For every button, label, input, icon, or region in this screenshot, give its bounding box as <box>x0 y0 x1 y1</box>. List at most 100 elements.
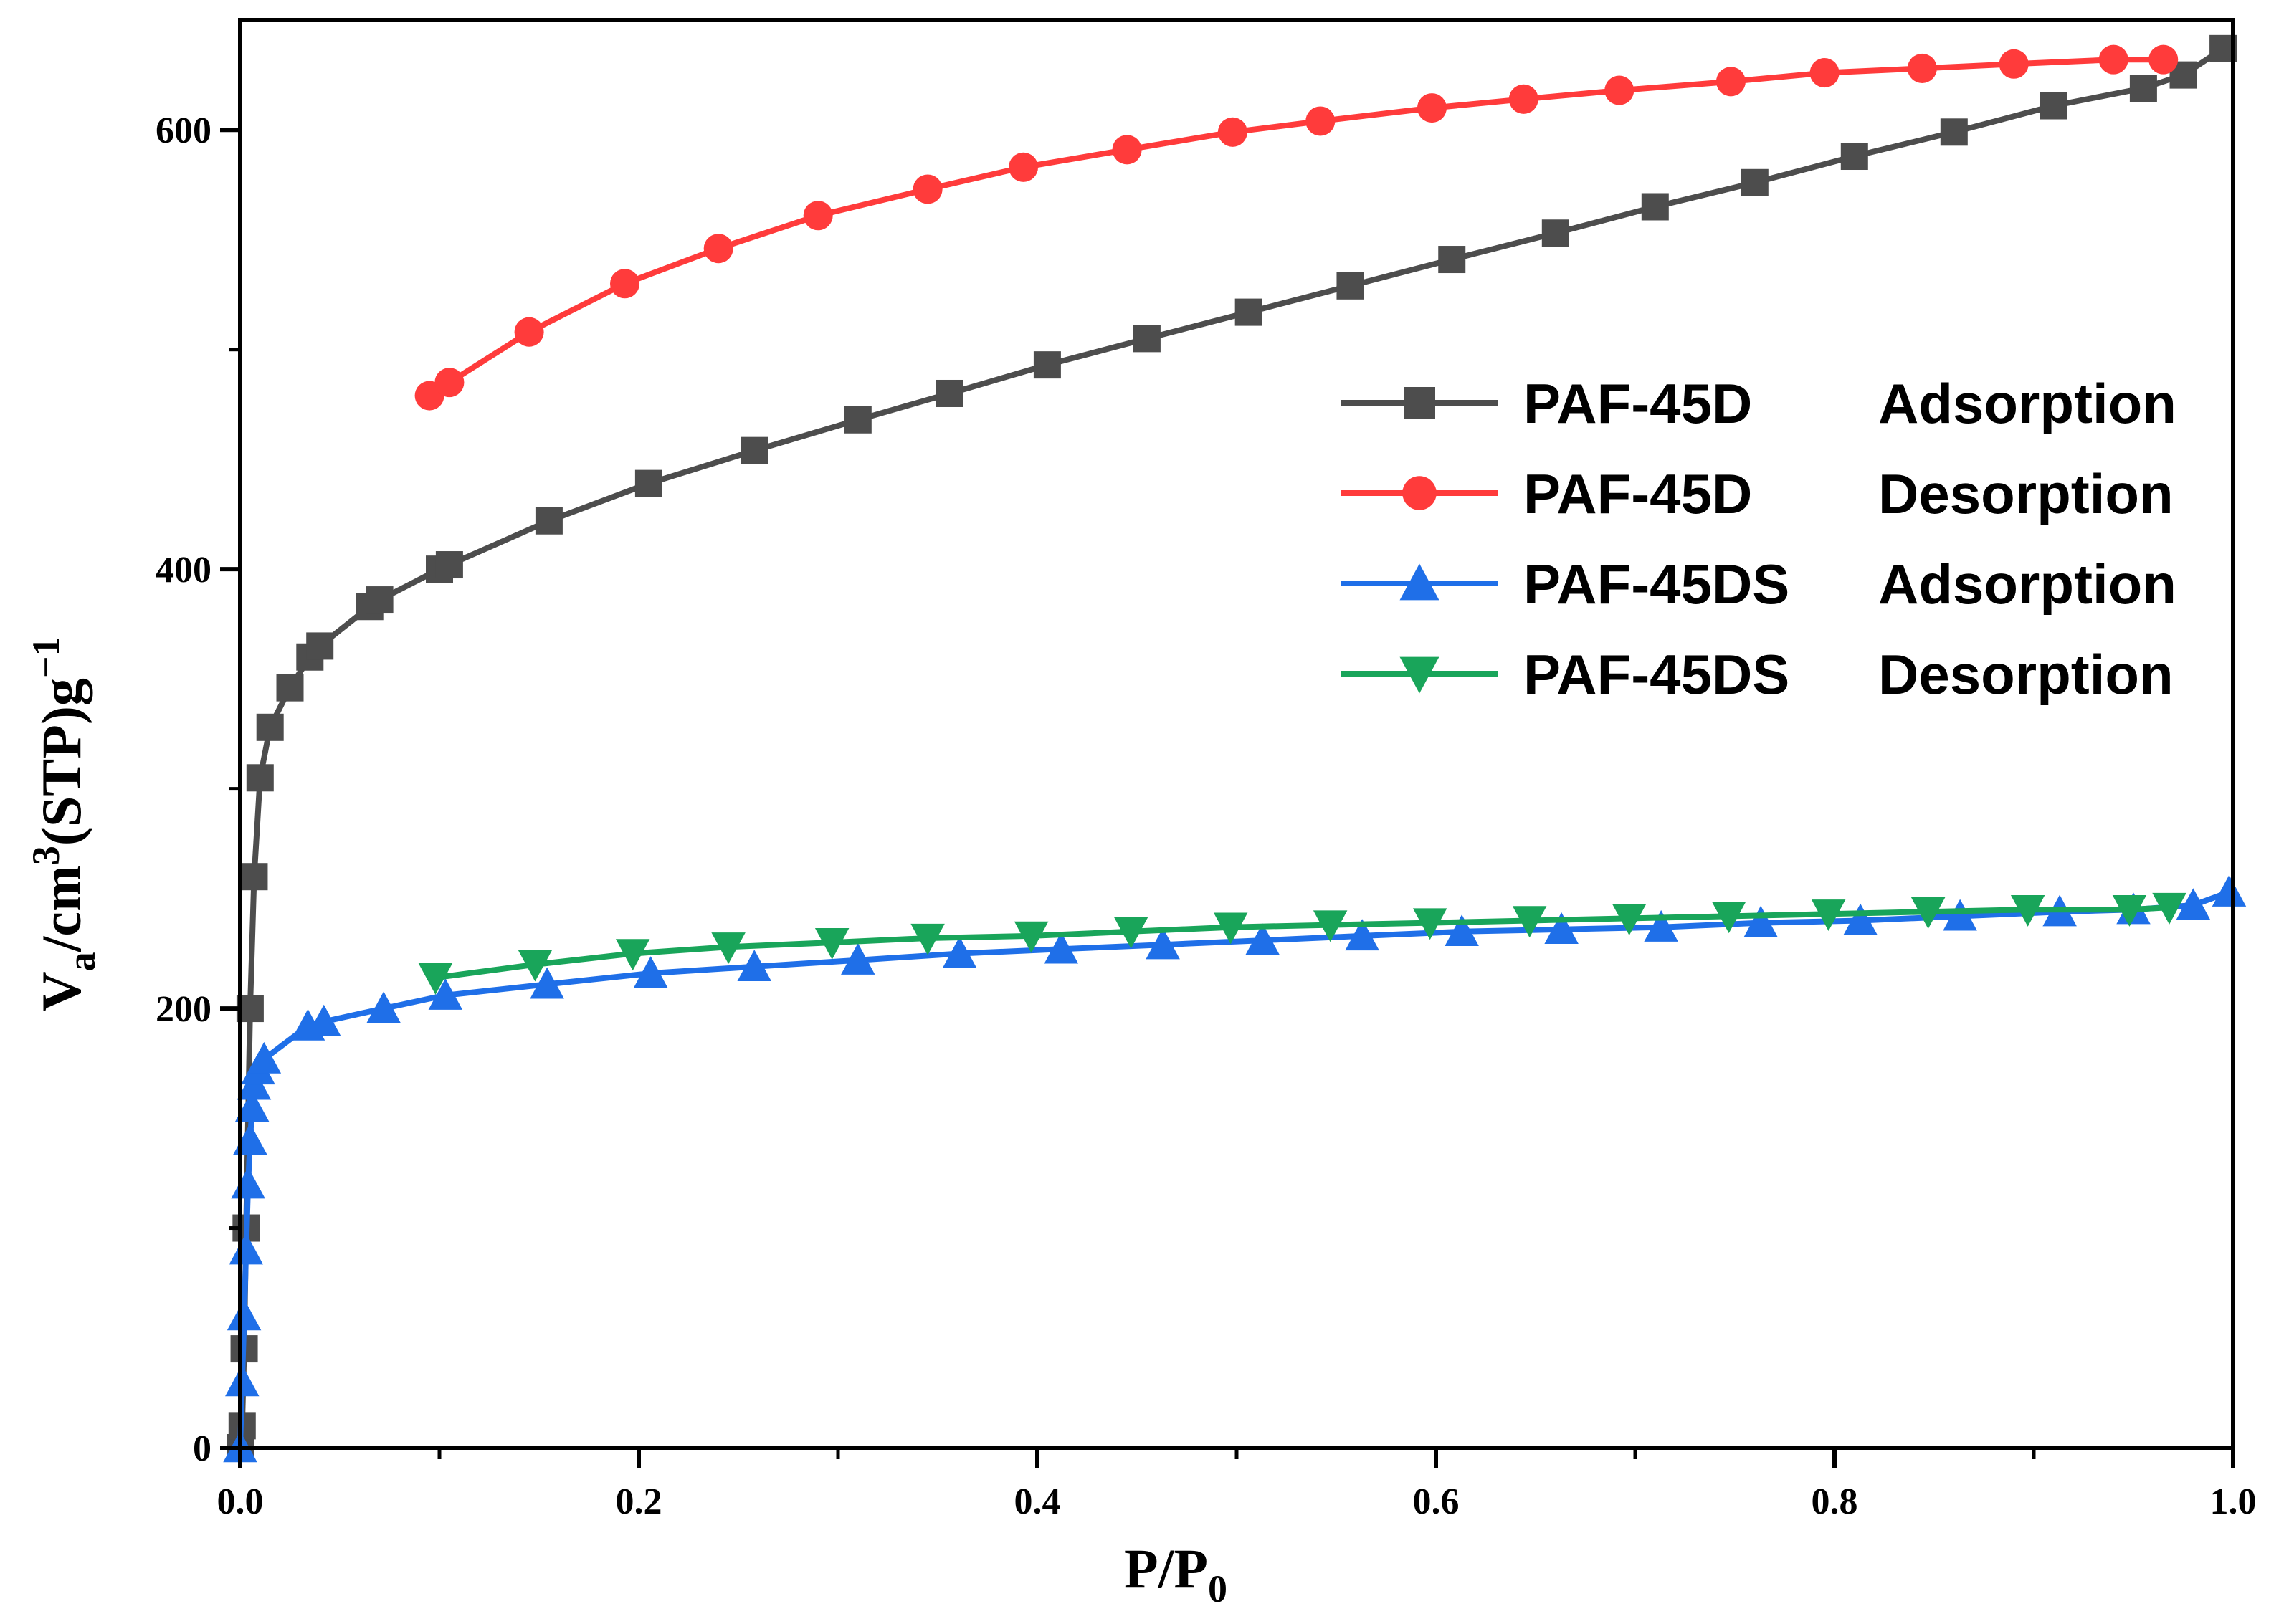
data-point-paf-45d-desorption <box>1604 75 1634 105</box>
data-point-paf-45ds-desorption <box>1113 917 1148 949</box>
data-point-paf-45ds-desorption <box>2112 894 2147 927</box>
data-point-paf-45d-adsorption <box>1033 351 1061 379</box>
data-point-paf-45ds-adsorption <box>1345 919 1379 951</box>
data-point-paf-45d-adsorption <box>1336 272 1364 300</box>
data-point-paf-45ds-adsorption <box>1445 914 1479 947</box>
data-point-paf-45d-adsorption <box>741 436 768 464</box>
y-axis-title-v-sub: a <box>60 952 103 971</box>
legend-series-mode: Desorption <box>1878 643 2174 706</box>
data-point-paf-45ds-desorption <box>711 932 746 965</box>
data-point-paf-45ds-adsorption <box>2176 888 2211 920</box>
data-point-paf-45ds-adsorption <box>633 956 668 988</box>
legend-series-name: PAF-45DS <box>1523 553 1789 616</box>
data-point-paf-45ds-adsorption <box>234 1090 270 1122</box>
data-point-paf-45d-desorption <box>514 317 544 347</box>
data-point-paf-45d-adsorption <box>634 469 662 497</box>
legend-series-name: PAF-45D <box>1523 462 1752 525</box>
data-point-paf-45d-adsorption <box>2129 75 2157 102</box>
y-tick-label: 600 <box>156 110 211 151</box>
legend-series-mode: Desorption <box>1878 462 2174 525</box>
data-point-paf-45ds-adsorption <box>227 1299 262 1331</box>
data-point-paf-45ds-adsorption <box>737 950 771 982</box>
data-point-paf-45ds-adsorption <box>229 1233 264 1265</box>
data-point-paf-45ds-adsorption <box>841 942 875 975</box>
series-paf-45ds-desorption <box>418 892 2186 995</box>
legend-marker <box>1404 387 1435 419</box>
y-tick-label: 400 <box>156 550 211 591</box>
data-point-paf-45ds-desorption <box>1612 904 1647 936</box>
data-point-paf-45ds-adsorption <box>366 991 401 1023</box>
data-point-paf-45d-adsorption <box>256 713 284 741</box>
data-point-paf-45ds-adsorption <box>1743 905 1778 937</box>
data-point-paf-45ds-desorption <box>814 927 850 960</box>
data-point-paf-45d-adsorption <box>936 379 963 407</box>
data-point-paf-45ds-adsorption <box>2212 874 2247 907</box>
legend-series-mode: Adsorption <box>1878 372 2176 435</box>
data-point-paf-45d-adsorption <box>276 674 304 702</box>
data-point-paf-45ds-desorption <box>2010 894 2045 927</box>
series-line-paf-45ds-adsorption <box>237 889 2232 1451</box>
x-tick-label: 0.6 <box>1413 1481 1460 1522</box>
legend-entry-paf-45d-adsorption: PAF-45D Adsorption <box>1341 372 2176 435</box>
data-point-paf-45d-adsorption <box>1541 219 1569 247</box>
data-point-paf-45d-desorption <box>1417 93 1447 123</box>
y-axis-title-sup3: 3 <box>24 846 67 865</box>
data-point-paf-45d-desorption <box>703 234 733 264</box>
y-axis-title-v: V <box>30 971 92 1011</box>
data-point-paf-45ds-desorption <box>615 939 650 971</box>
data-point-paf-45d-desorption <box>1809 58 1840 88</box>
legend-series-mode: Adsorption <box>1878 553 2176 616</box>
data-point-paf-45d-adsorption <box>1840 143 1868 171</box>
data-point-paf-45ds-desorption <box>1512 906 1547 938</box>
data-point-paf-45d-adsorption <box>366 586 394 614</box>
plot-frame <box>238 18 2235 1450</box>
x-tick-label: 0.0 <box>217 1481 264 1522</box>
data-point-paf-45d-adsorption <box>240 863 268 891</box>
y-axis-title-unit: /cm <box>30 865 92 952</box>
legend-marker <box>1399 563 1439 601</box>
x-axis-title: P/P0 <box>1124 1537 1227 1610</box>
x-tick-label: 0.2 <box>616 1481 662 1522</box>
data-point-paf-45d-adsorption <box>1741 168 1769 196</box>
data-point-paf-45d-adsorption <box>2040 92 2067 120</box>
legend-entry-paf-45ds-desorption: PAF-45DS Desorption <box>1341 643 2174 706</box>
data-point-paf-45ds-desorption <box>1711 902 1746 934</box>
legend-marker <box>1399 656 1439 694</box>
data-point-paf-45d-desorption <box>1508 84 1538 114</box>
x-tick-label: 1.0 <box>2210 1481 2257 1522</box>
data-point-paf-45ds-adsorption <box>1044 932 1079 964</box>
y-tick-label: 200 <box>156 989 211 1030</box>
data-point-paf-45ds-adsorption <box>428 978 463 1010</box>
x-tick-label: 0.4 <box>1014 1481 1061 1522</box>
data-point-paf-45ds-adsorption <box>1544 912 1579 944</box>
data-point-paf-45d-desorption <box>2148 44 2179 75</box>
series-paf-45d-desorption <box>414 44 2179 411</box>
series-line-paf-45d-adsorption <box>237 45 2227 1451</box>
data-point-paf-45d-desorption <box>1715 67 1746 97</box>
legend-entry-paf-45ds-adsorption: PAF-45DS Adsorption <box>1341 553 2176 616</box>
data-point-paf-45ds-adsorption <box>1245 923 1280 955</box>
legend-series-name: PAF-45DS <box>1523 643 1789 706</box>
legend-marker <box>1402 476 1437 510</box>
data-point-paf-45d-desorption <box>1217 117 1247 147</box>
series-line-paf-45d-desorption <box>427 57 2166 398</box>
data-point-paf-45d-adsorption <box>1133 325 1161 353</box>
data-point-paf-45d-desorption <box>1999 49 2029 79</box>
data-point-paf-45ds-adsorption <box>1943 899 1977 931</box>
data-point-paf-45d-adsorption <box>1940 118 1968 146</box>
data-point-paf-45ds-desorption <box>418 963 453 995</box>
data-point-paf-45ds-adsorption <box>530 967 564 999</box>
legend-series-name: PAF-45D <box>1523 372 1752 435</box>
series-paf-45d-adsorption <box>227 34 2237 1461</box>
data-point-paf-45d-desorption <box>434 368 465 398</box>
data-point-paf-45d-desorption <box>803 201 833 231</box>
axes-layer: 0.0 0.2 0.4 0.6 0.8 1.0 0 200 400 600 <box>156 18 2257 1522</box>
data-point-paf-45ds-adsorption <box>231 1167 265 1199</box>
data-point-paf-45ds-desorption <box>2152 892 2186 925</box>
data-point-paf-45d-adsorption <box>306 632 334 660</box>
data-point-paf-45d-desorption <box>610 269 640 299</box>
data-point-paf-45ds-adsorption <box>1644 909 1678 942</box>
x-axis-title-main: P/P <box>1124 1537 1208 1600</box>
